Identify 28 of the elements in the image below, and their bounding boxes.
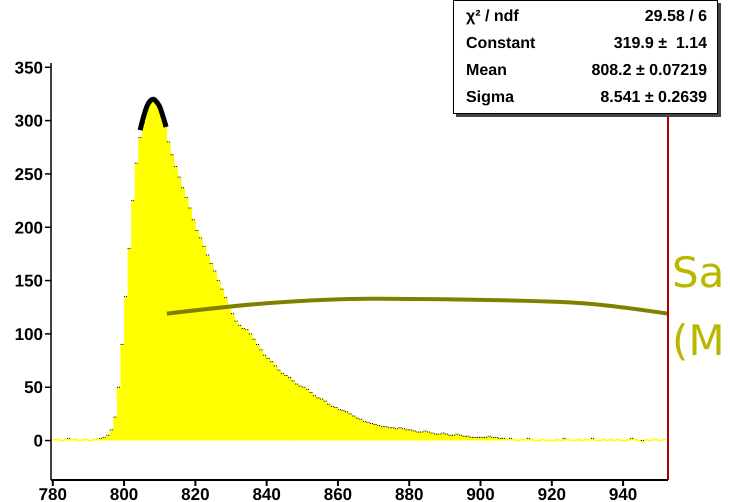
y-tick-label: 250 [14,164,43,184]
annotation: 808.2 ± 0.07219 [590,62,707,80]
x-tick-label: 900 [466,485,495,502]
y-tick-label: 50 [24,378,43,398]
y-tick-label: 200 [14,218,43,238]
x-tick-label: 800 [110,485,138,502]
x-tick-label: 920 [538,485,566,502]
x-tick-label: 860 [324,485,352,502]
line-series [164,296,668,316]
x-tick-label: 840 [252,485,281,502]
x-tick-label: 940 [608,485,638,502]
y-tick-label: 100 [14,324,43,344]
text: Constant [466,34,536,52]
annotation: Mean [466,62,508,80]
annotation: Sigma [466,88,516,106]
text: (M [672,316,725,365]
y-tick-label: 300 [14,112,43,131]
x-tick-label: 880 [395,485,424,502]
x-tick-label: 780 [38,485,67,502]
text: χ² / ndf [466,8,519,24]
annotation: 8.541 ± 0.2639 [599,88,707,106]
y-tick-label: 350 [14,58,43,78]
text: Sa [672,248,724,297]
text: 29.58 / 6 [644,8,707,24]
x-tick-label: 820 [181,485,210,502]
y-tick-label: 0 [34,432,43,451]
text: 319.9 ± 1.14 [614,34,707,52]
y-tick-label: 150 [14,272,43,291]
